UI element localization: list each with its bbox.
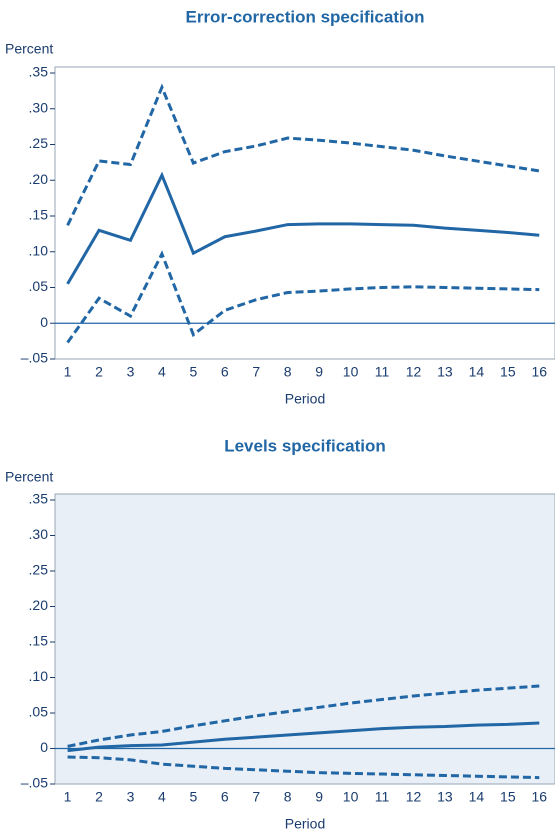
x-tick-label: 14	[469, 364, 485, 380]
x-tick-label: 14	[469, 789, 485, 805]
y-tick-label: .30	[29, 526, 49, 542]
x-tick-label: 7	[252, 789, 260, 805]
x-tick-label: 2	[95, 364, 103, 380]
x-tick-label: 8	[284, 789, 292, 805]
x-tick-label: 6	[221, 364, 229, 380]
x-tick-label: 12	[406, 364, 422, 380]
y-tick-label: .35	[29, 491, 49, 507]
x-tick-label: 3	[127, 364, 135, 380]
x-tick-label: 13	[437, 364, 453, 380]
x-tick-label: 11	[375, 364, 390, 380]
x-tick-label: 4	[158, 364, 166, 380]
y-axis-label: Percent	[5, 469, 53, 485]
x-tick-label: 13	[437, 789, 453, 805]
x-tick-label: 8	[284, 364, 292, 380]
y-tick-label: .30	[29, 99, 49, 115]
y-tick-label: .20	[29, 597, 49, 613]
estimate-line	[67, 721, 540, 753]
y-tick-label: .05	[29, 704, 49, 720]
y-tick-label: .10	[29, 242, 49, 258]
x-tick-label: 9	[315, 364, 323, 380]
x-tick-label: 16	[531, 364, 547, 380]
plot-background	[54, 66, 555, 360]
x-tick-label: 1	[64, 364, 72, 380]
x-tick-label: 6	[221, 789, 229, 805]
y-axis-label: Percent	[5, 41, 53, 57]
plot-background	[54, 493, 555, 785]
y-tick-label: .25	[29, 135, 49, 151]
y-tick-label: 0	[40, 314, 48, 330]
x-axis-label: Period	[285, 816, 325, 832]
x-tick-label: 7	[252, 364, 260, 380]
chart-title: Levels specification	[224, 436, 386, 455]
x-tick-label: 16	[531, 789, 547, 805]
x-tick-label: 15	[500, 364, 516, 380]
y-tick-label: .15	[29, 633, 49, 649]
x-tick-label: 1	[64, 789, 72, 805]
x-tick-label: 2	[95, 789, 103, 805]
y-tick-label: –.05	[21, 775, 48, 791]
x-tick-label: 5	[189, 789, 197, 805]
y-tick-label: .05	[29, 278, 49, 294]
band-line	[66, 250, 540, 344]
y-tick-label: .20	[29, 171, 49, 187]
x-axis-label: Period	[285, 391, 325, 407]
x-tick-label: 12	[406, 789, 422, 805]
x-tick-label: 10	[343, 364, 359, 380]
y-tick-label: .25	[29, 562, 49, 578]
x-tick-label: 3	[127, 789, 135, 805]
y-tick-label: .15	[29, 207, 49, 223]
x-tick-label: 4	[158, 789, 166, 805]
chart-title: Error-correction specification	[185, 7, 424, 26]
x-tick-label: 11	[375, 789, 390, 805]
band-line	[67, 755, 540, 780]
x-tick-label: 15	[500, 789, 516, 805]
y-tick-label: 0	[40, 739, 48, 755]
estimate-line	[66, 171, 540, 285]
y-tick-label: .35	[29, 64, 49, 80]
band-line	[66, 83, 540, 226]
y-tick-label: .10	[29, 668, 49, 684]
band-line	[67, 684, 540, 748]
y-tick-label: –.05	[21, 350, 48, 366]
x-tick-label: 9	[315, 789, 323, 805]
x-tick-label: 10	[343, 789, 359, 805]
x-tick-label: 5	[189, 364, 197, 380]
